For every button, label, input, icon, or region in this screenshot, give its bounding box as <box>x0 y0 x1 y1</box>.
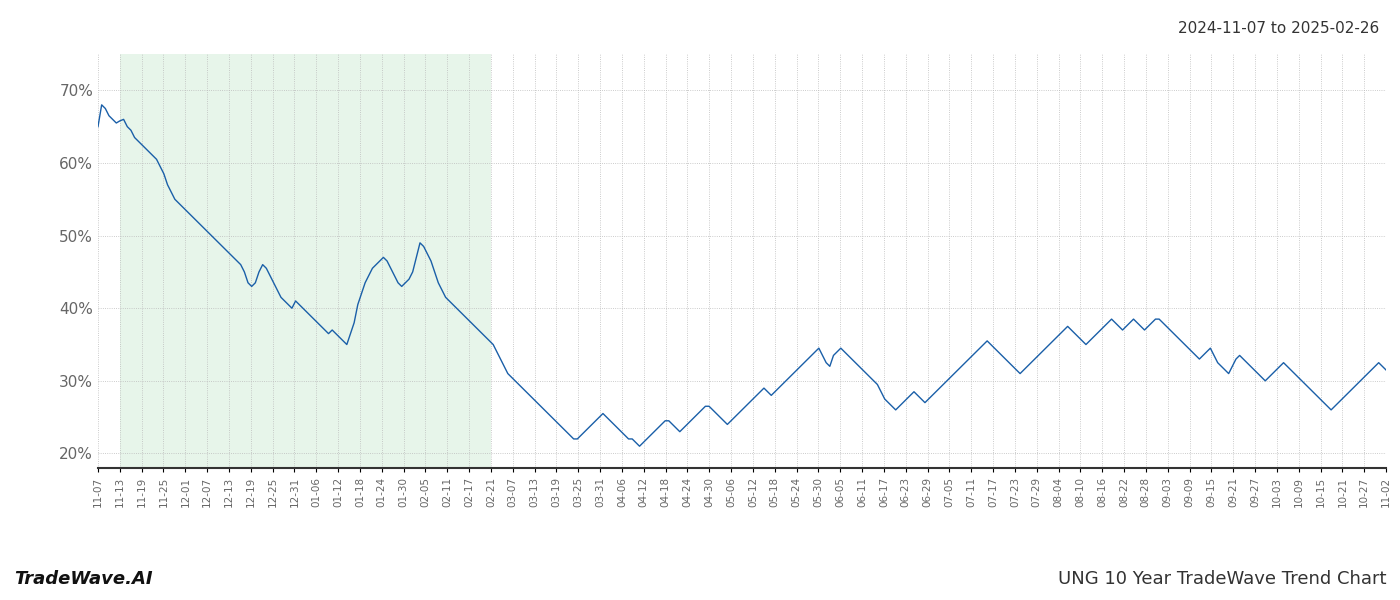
Text: TradeWave.AI: TradeWave.AI <box>14 570 153 588</box>
Text: UNG 10 Year TradeWave Trend Chart: UNG 10 Year TradeWave Trend Chart <box>1057 570 1386 588</box>
Bar <box>120 54 491 468</box>
Text: 2024-11-07 to 2025-02-26: 2024-11-07 to 2025-02-26 <box>1177 21 1379 36</box>
